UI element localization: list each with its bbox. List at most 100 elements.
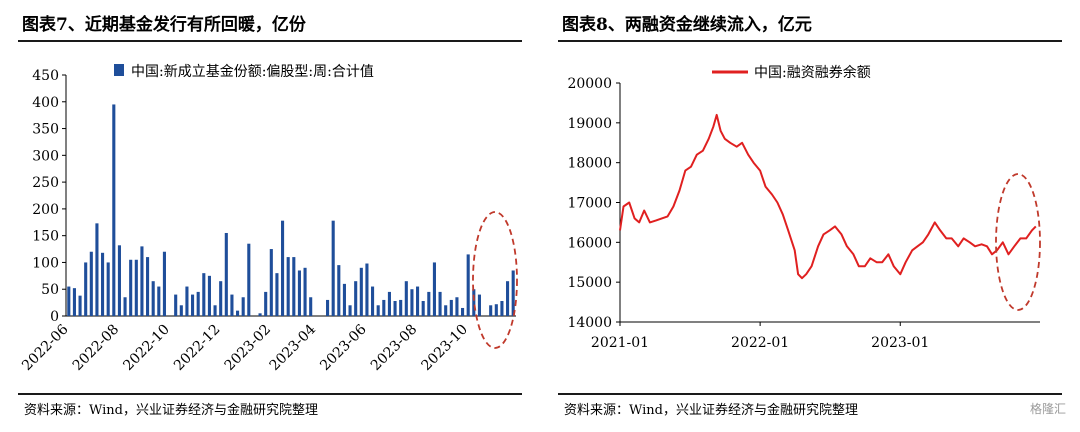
left-y-tick-label: 300	[32, 148, 59, 164]
bar	[224, 232, 228, 316]
bar	[337, 265, 341, 316]
right-y-tick-label: 14000	[567, 315, 612, 331]
bar	[416, 286, 420, 316]
bar	[371, 286, 375, 316]
left-y-tick-label: 250	[32, 175, 59, 191]
right-y-tick-label: 17000	[567, 196, 612, 212]
left-chart-title: 图表7、近期基金发行有所回暖，亿份	[22, 15, 306, 35]
right-chart-title: 图表8、两融资金继续流入，亿元	[562, 15, 812, 35]
bar	[455, 297, 459, 316]
bar	[185, 286, 189, 316]
right-source-note: 资料来源：Wind，兴业证券经济与金融研究院整理	[564, 403, 858, 418]
bar	[348, 305, 352, 316]
bar	[174, 294, 178, 316]
bar	[494, 304, 498, 316]
bar	[382, 299, 386, 316]
right-y-tick-label: 20000	[567, 76, 612, 92]
left-x-tick-label: 2023-04	[267, 321, 320, 374]
bar	[477, 294, 481, 316]
bar	[106, 262, 110, 316]
bar	[269, 249, 273, 316]
bar	[146, 257, 150, 316]
watermark-logo: 格隆汇	[1029, 402, 1066, 416]
right-y-tick-label: 15000	[567, 275, 612, 291]
left-title-rule	[18, 40, 522, 42]
left-y-tick-label: 350	[32, 122, 59, 138]
bar	[342, 283, 346, 316]
bar	[241, 297, 245, 316]
bar	[264, 291, 268, 316]
right-title-rule	[558, 40, 1062, 42]
bar	[157, 286, 161, 316]
bar	[421, 301, 425, 316]
left-y-tick-label: 100	[32, 255, 59, 271]
bar	[219, 281, 223, 316]
bar	[399, 299, 403, 316]
bar	[438, 291, 442, 316]
left-y-tick-label: 0	[50, 309, 59, 325]
right-x-tick-label: 2022-01	[731, 335, 789, 351]
bar	[331, 220, 335, 316]
bar	[466, 254, 470, 316]
bar	[230, 294, 234, 316]
left-chart-panel: 图表7、近期基金发行有所回暖，亿份 0 50 100 150 200 250 300 350 4…	[18, 15, 522, 418]
left-legend-label: 中国:新成立基金份额:偏股型:周:合计值	[131, 63, 374, 80]
bar	[258, 313, 262, 316]
right-source-rule	[558, 393, 1062, 395]
bar	[393, 301, 397, 316]
bar	[162, 251, 166, 316]
left-x-tick-label: 2022-08	[70, 322, 122, 374]
right-legend-label: 中国:融资融券余额	[754, 64, 871, 81]
left-y-tick-label: 200	[32, 202, 59, 218]
bar	[117, 245, 121, 316]
left-legend-swatch	[114, 64, 124, 76]
bar	[207, 275, 211, 316]
right-x-tick-label: 2021-01	[591, 335, 649, 351]
bar	[112, 104, 116, 316]
left-source-rule	[18, 393, 522, 395]
bar	[376, 305, 380, 316]
bar	[151, 281, 155, 316]
bar	[326, 299, 330, 316]
left-bar-chart: 0 50 100 150 200 250 300 350 400 450 2022-062022-0…	[19, 63, 518, 374]
right-highlight-ellipse	[995, 173, 1041, 311]
bar	[472, 289, 476, 316]
bar	[101, 252, 105, 316]
bar	[196, 291, 200, 316]
left-x-tick-label: 2023-02	[222, 322, 274, 374]
bar	[89, 251, 93, 316]
bar	[506, 281, 510, 316]
bar	[72, 288, 76, 316]
left-x-tick-label: 2023-06	[317, 321, 370, 374]
left-x-tick-label: 2022-10	[120, 322, 172, 374]
bar	[213, 305, 217, 316]
right-line-chart: 14000 15000 16000 17000 18000 19000 20000 2021-…	[567, 64, 1041, 351]
bar	[292, 257, 296, 316]
bar	[359, 267, 363, 316]
bar	[427, 291, 431, 316]
bar	[236, 310, 240, 316]
bar	[179, 305, 183, 316]
left-source-note: 资料来源：Wind，兴业证券经济与金融研究院整理	[24, 403, 318, 418]
left-x-tick-label: 2022-06	[19, 321, 72, 374]
bar	[489, 305, 493, 316]
bar	[449, 299, 453, 316]
right-y-tick-label: 16000	[567, 235, 612, 251]
bar	[404, 281, 408, 316]
bar	[461, 307, 465, 316]
left-x-tick-label: 2023-08	[368, 322, 420, 374]
left-y-tick-label: 50	[41, 282, 59, 298]
left-y-tick-label: 400	[32, 95, 59, 111]
bar	[286, 257, 290, 316]
bar	[134, 259, 138, 316]
left-highlight-ellipse	[472, 211, 518, 349]
bar	[78, 295, 82, 316]
bar	[410, 289, 414, 316]
left-x-tick-label: 2022-12	[171, 322, 223, 374]
left-y-tick-label: 150	[32, 229, 59, 245]
bar	[281, 220, 285, 316]
bar	[129, 259, 133, 316]
margin-balance-line	[619, 113, 1037, 280]
bar	[95, 223, 99, 316]
bar	[309, 297, 313, 316]
